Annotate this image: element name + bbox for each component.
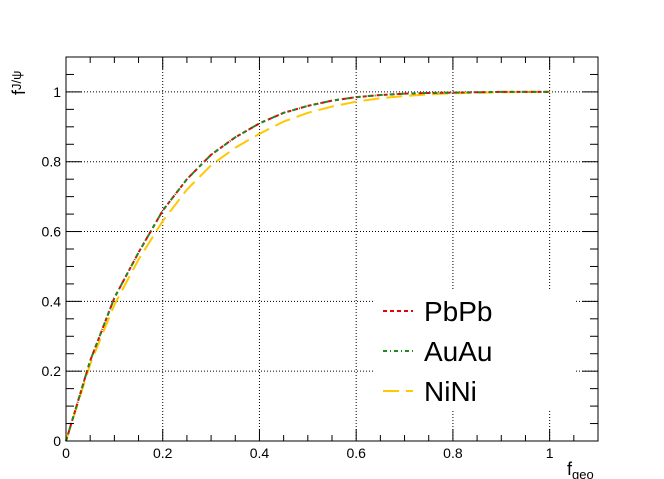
y-tick-label: 0.8: [42, 154, 62, 170]
grid: [66, 57, 598, 441]
legend-label-auau: AuAu: [424, 336, 493, 367]
legend-label-nini: NiNi: [424, 376, 477, 407]
y-tick-label: 0.2: [42, 363, 62, 379]
x-tick-label: 0.2: [153, 445, 173, 461]
y-axis-label: fJ/ψ: [9, 71, 29, 95]
y-tick-label: 0: [53, 433, 61, 449]
x-axis-label: fgeo: [567, 459, 594, 479]
tick-labels: 0 0.2 0.4 0.6 0.8 1 0 0.2 0.4 0.6 0.8 1: [42, 84, 554, 461]
legend-label-pbpb: PbPb: [424, 296, 493, 327]
series-line-auau: [65, 90, 550, 442]
x-tick-label: 0: [62, 445, 70, 461]
legend: PbPb AuAu NiNi: [383, 296, 493, 407]
y-tick-label: 1: [53, 84, 61, 100]
y-tick-label: 0.4: [42, 293, 62, 309]
y-tick-label: 0.6: [42, 224, 62, 240]
curves: [65, 90, 550, 442]
x-tick-label: 0.6: [346, 445, 366, 461]
x-tick-label: 1: [546, 445, 554, 461]
x-tick-label: 0.4: [250, 445, 270, 461]
axis-ticks: [65, 56, 598, 442]
x-tick-label: 0.8: [443, 445, 463, 461]
